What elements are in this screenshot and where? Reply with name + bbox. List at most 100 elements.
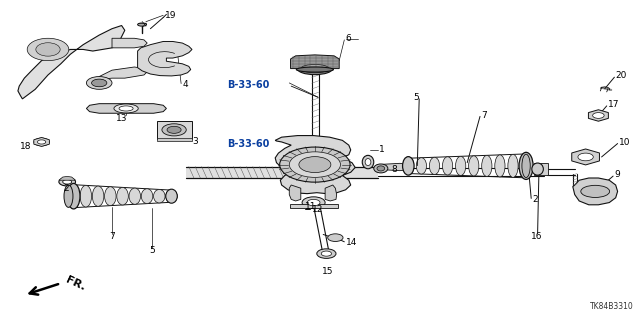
Text: TK84B3310: TK84B3310 (590, 302, 634, 311)
Bar (157, 138, 192, 141)
Polygon shape (325, 185, 337, 201)
Ellipse shape (119, 106, 133, 111)
Ellipse shape (429, 157, 440, 174)
Ellipse shape (27, 38, 69, 61)
Text: 2: 2 (63, 184, 68, 193)
Ellipse shape (86, 77, 112, 89)
Polygon shape (34, 137, 49, 146)
Ellipse shape (37, 140, 46, 144)
Text: FR.: FR. (64, 274, 87, 292)
Ellipse shape (456, 156, 466, 175)
Ellipse shape (59, 178, 76, 186)
Text: 3: 3 (192, 137, 198, 146)
Polygon shape (291, 55, 339, 69)
Bar (534, 163, 548, 175)
Text: 11: 11 (305, 202, 317, 211)
Ellipse shape (63, 180, 72, 184)
Text: 2: 2 (532, 195, 538, 204)
Text: 8: 8 (392, 165, 397, 174)
Polygon shape (18, 26, 125, 99)
Ellipse shape (362, 155, 374, 169)
Bar (157, 121, 192, 139)
Text: 5: 5 (149, 246, 154, 255)
Text: 1: 1 (379, 145, 385, 154)
Ellipse shape (154, 189, 165, 203)
Ellipse shape (296, 67, 333, 72)
Ellipse shape (36, 43, 60, 56)
Bar (290, 204, 338, 208)
Text: 13: 13 (116, 114, 127, 123)
Polygon shape (573, 178, 618, 205)
Ellipse shape (64, 185, 73, 207)
Circle shape (593, 113, 604, 118)
Ellipse shape (34, 138, 49, 146)
Text: 19: 19 (165, 11, 177, 20)
Text: 4: 4 (183, 80, 189, 89)
Circle shape (302, 197, 325, 208)
Ellipse shape (167, 126, 181, 133)
Ellipse shape (92, 79, 106, 86)
Ellipse shape (141, 189, 153, 204)
Ellipse shape (495, 155, 505, 177)
Ellipse shape (301, 64, 329, 73)
Ellipse shape (92, 186, 104, 206)
Ellipse shape (519, 152, 533, 179)
Ellipse shape (297, 63, 333, 75)
Text: 16: 16 (531, 232, 542, 241)
Circle shape (280, 147, 350, 182)
Ellipse shape (68, 185, 79, 208)
Ellipse shape (67, 183, 80, 209)
Ellipse shape (442, 157, 452, 175)
Text: 17: 17 (608, 100, 620, 109)
Text: B-33-60: B-33-60 (227, 79, 269, 90)
Polygon shape (275, 136, 355, 194)
Polygon shape (138, 41, 192, 76)
Text: 15: 15 (322, 267, 333, 276)
Text: 10: 10 (619, 138, 630, 147)
Polygon shape (289, 185, 301, 201)
Ellipse shape (114, 104, 138, 113)
Text: 14: 14 (346, 238, 357, 247)
Ellipse shape (521, 154, 531, 178)
Text: 9: 9 (614, 170, 620, 179)
Ellipse shape (508, 154, 518, 177)
Polygon shape (99, 67, 147, 79)
Ellipse shape (166, 189, 177, 203)
Ellipse shape (416, 158, 426, 174)
Polygon shape (383, 163, 408, 171)
Ellipse shape (365, 159, 371, 166)
Circle shape (92, 79, 107, 87)
Text: 7: 7 (109, 232, 115, 241)
Circle shape (307, 199, 320, 206)
Circle shape (317, 249, 336, 258)
Ellipse shape (166, 190, 177, 202)
Ellipse shape (403, 158, 413, 174)
Text: 18: 18 (20, 142, 31, 151)
Circle shape (299, 157, 331, 173)
Circle shape (328, 234, 343, 241)
Circle shape (578, 153, 593, 161)
Ellipse shape (377, 166, 385, 171)
Ellipse shape (581, 185, 610, 197)
Ellipse shape (80, 185, 92, 207)
Circle shape (321, 251, 332, 256)
Text: 6: 6 (346, 34, 351, 43)
Bar (186, 167, 378, 178)
Polygon shape (572, 149, 600, 165)
Ellipse shape (138, 23, 147, 26)
Ellipse shape (162, 124, 186, 136)
Ellipse shape (129, 188, 141, 204)
Polygon shape (86, 104, 166, 113)
Ellipse shape (116, 188, 128, 205)
Polygon shape (112, 38, 147, 48)
Text: 7: 7 (481, 111, 487, 120)
Polygon shape (588, 110, 609, 121)
Text: 12: 12 (312, 205, 323, 214)
Ellipse shape (482, 155, 492, 176)
Ellipse shape (468, 156, 479, 176)
Polygon shape (59, 176, 76, 180)
Text: B-33-60: B-33-60 (227, 139, 269, 149)
Ellipse shape (532, 163, 543, 175)
Circle shape (289, 152, 340, 177)
Ellipse shape (104, 187, 116, 206)
